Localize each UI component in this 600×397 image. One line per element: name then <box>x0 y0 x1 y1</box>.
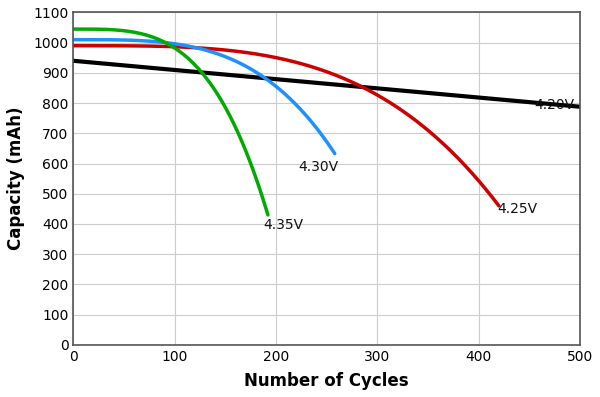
Text: 4.30V: 4.30V <box>298 160 338 174</box>
Text: 4.35V: 4.35V <box>263 218 303 231</box>
Y-axis label: Capacity (mAh): Capacity (mAh) <box>7 107 25 251</box>
Text: 4.20V: 4.20V <box>535 98 574 112</box>
Text: 4.25V: 4.25V <box>497 202 537 216</box>
X-axis label: Number of Cycles: Number of Cycles <box>244 372 409 390</box>
